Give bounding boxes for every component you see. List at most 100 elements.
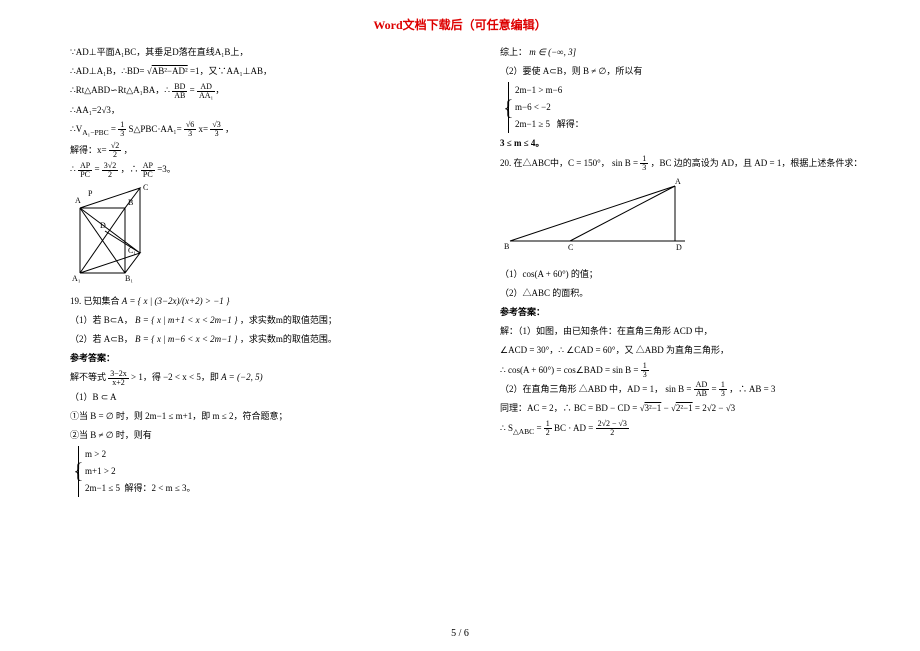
frac: 2√2 − √32 (596, 420, 629, 437)
txt: （1）若 B⊂A， (70, 315, 133, 325)
q20-1: （1）cos(A + 60°) 的值； (500, 266, 920, 283)
txt: 同理：AC = 2，∴ BC = BD − CD = (500, 403, 637, 413)
text-line: ∴AA₁=2√3， (70, 102, 490, 119)
sub: △ABC (513, 426, 534, 435)
frac: ADAA₁ (197, 83, 215, 100)
sys-row: m−6 < −2 (515, 99, 920, 116)
frac: 13 (719, 381, 727, 398)
answer-label: 参考答案： (70, 350, 490, 367)
txt: ，求实数m的取值范围。 (240, 334, 337, 344)
lbl-A1: A₁ (72, 274, 81, 283)
txt: 解不等式 (70, 372, 108, 382)
lbl-C: C (568, 243, 573, 252)
right-column: 综上： m ∈ (−∞, 3] （2）要使 A⊂B，则 B ≠ ∅，所以有 2m… (500, 44, 920, 441)
txt: 19. 已知集合 (70, 296, 122, 306)
sys-row: 2m−1 ≤ 5 解得：2 < m ≤ 3。 (85, 480, 490, 497)
q19-1: （1）若 B⊂A， B = { x | m+1 < x < 2m−1 } ，求实… (70, 312, 490, 329)
lbl-A: A (675, 177, 681, 186)
frac: 3−2xx+2 (108, 370, 129, 387)
interval: m ∈ (−∞, 3] (529, 47, 576, 57)
txt: = (111, 124, 116, 134)
sys-row: m+1 > 2 (85, 463, 490, 480)
frac: 3√22 (102, 162, 118, 179)
figure-prism: A B C D P A₁ B₁ C₁ (70, 183, 490, 289)
text-line: ∴ APPC = 3√22 ，∴ APPC =3。 (70, 161, 490, 178)
interval: A = (−2, 5) (221, 372, 262, 382)
txt: > 1，得 −2 < x < 5，即 (131, 372, 221, 382)
sys-row: 2m−1 > m−6 (515, 82, 920, 99)
txt: ，求实数m的取值范围； (240, 315, 337, 325)
txt: = (94, 164, 99, 174)
sol-line: ∴ cos(A + 60°) = cos∠BAD = sin B = 13 (500, 362, 920, 379)
txt: ， (225, 124, 234, 134)
frac: √63 (184, 121, 196, 138)
frac: 13 (118, 121, 126, 138)
text-line: ∴Rt△ABD∽Rt△A₁BA，∴ BDAB = ADAA₁， (70, 82, 490, 99)
txt: sin B = (665, 384, 691, 394)
case2: ②当 B ≠ ∅ 时，则有 (70, 427, 490, 444)
sol-line: ∠ACD = 30°，∴ ∠CAD = 60°，又 △ABD 为直角三角形， (500, 342, 920, 359)
system-1: m > 2 m+1 > 2 2m−1 ≤ 5 解得：2 < m ≤ 3。 (78, 446, 490, 497)
txt: ∴ S (500, 423, 513, 433)
sol-line: 同理：AC = 2，∴ BC = BD − CD = √3²−1 − √2²−1… (500, 400, 920, 417)
txt: = (711, 384, 716, 394)
txt: 综上： (500, 47, 527, 57)
frac: 13 (641, 362, 649, 379)
lbl-C1: C₁ (128, 246, 136, 255)
left-column: ∵AD⊥平面A₁BC，其垂足D落在直线A₁B上， ∴AD⊥A₁B，∴BD= √A… (70, 44, 490, 499)
sys-row: m > 2 (85, 446, 490, 463)
frac: √33 (210, 121, 222, 138)
txt: 20. 在△ABC中，C = 150°， (500, 158, 610, 168)
sqrt: 2²−1 (676, 403, 693, 413)
page-header: Word文档下载后（可任意编辑） (0, 16, 920, 33)
text-line: 3 ≤ m ≤ 4。 (500, 135, 920, 152)
lbl-D: D (100, 221, 106, 230)
txt: ∴AD⊥A₁B，∴BD= (70, 66, 145, 76)
text-line: 解得：x= √22 ， (70, 142, 490, 159)
prism-svg: A B C D P A₁ B₁ C₁ (70, 183, 160, 283)
case1: ①当 B = ∅ 时，则 2m−1 ≤ m+1，即 m ≤ 2，符合题意； (70, 408, 490, 425)
q20: 20. 在△ABC中，C = 150°， sin B = 13 ，BC 边的高设… (500, 155, 920, 172)
set-expr: B = { x | m−6 < x < 2m−1 } (135, 334, 238, 344)
sub1: （1）B ⊂ A (70, 389, 490, 406)
frac: APPC (78, 162, 92, 179)
triangle-svg: A B C D (500, 176, 700, 256)
answer-label: 参考答案： (500, 304, 920, 321)
txt: =1，又∵AA₁⊥AB， (190, 66, 272, 76)
frac: ADAB (694, 381, 710, 398)
txt: ，∴ (120, 164, 138, 174)
lbl-C: C (143, 183, 148, 192)
txt: ∴ (70, 164, 76, 174)
page-footer: 5 / 6 (0, 628, 920, 639)
text-line: ∵AD⊥平面A₁BC，其垂足D落在直线A₁B上， (70, 44, 490, 61)
set-expr: B = { x | m+1 < x < 2m−1 } (135, 315, 238, 325)
figure-triangle: A B C D (500, 176, 920, 262)
lbl-B1: B₁ (125, 274, 133, 283)
txt: − (664, 403, 669, 413)
sol-line: 解：（1）如图，由已知条件：在直角三角形 ACD 中， (500, 323, 920, 340)
q19: 19. 已知集合 A = { x | (3−2x)/(x+2) > −1 } (70, 293, 490, 310)
sqrt: 3²−1 (645, 403, 662, 413)
frac: APPC (141, 162, 155, 179)
sqrt: √AB²−AD² (147, 66, 188, 76)
txt: ∴ cos(A + 60°) = cos∠BAD = sin B = (500, 365, 638, 375)
sol-line: ∴ S△ABC = 12 BC · AD = 2√2 − √32 (500, 420, 920, 439)
q19-2: （2）若 A⊂B， B = { x | m−6 < x < 2m−1 } ，求实… (70, 331, 490, 348)
lbl-D: D (676, 243, 682, 252)
frac: 13 (640, 155, 648, 172)
lbl-B: B (128, 198, 133, 207)
txt: BC · AD = (554, 423, 593, 433)
txt: （2）在直角三角形 △ABD 中，AD = 1， (500, 384, 663, 394)
system-2: 2m−1 > m−6 m−6 < −2 2m−1 ≥ 5 解得： (508, 82, 920, 133)
txt: ∴V (70, 124, 82, 134)
text-line: ∴VA₁−PBC = 13 S△PBC·AA₁= √63 x= √33 ， (70, 121, 490, 140)
txt: x= (199, 124, 209, 134)
sol-line: （2）在直角三角形 △ABD 中，AD = 1， sin B = ADAB = … (500, 381, 920, 398)
txt: 解得：x= (70, 145, 107, 155)
frac: BDAB (172, 83, 187, 100)
txt: =3。 (157, 164, 176, 174)
frac: 12 (544, 420, 552, 437)
text-line: 综上： m ∈ (−∞, 3] (500, 44, 920, 61)
text-line: ∴AD⊥A₁B，∴BD= √AB²−AD² =1，又∵AA₁⊥AB， (70, 63, 490, 80)
sys-row: 2m−1 ≥ 5 解得： (515, 116, 920, 133)
